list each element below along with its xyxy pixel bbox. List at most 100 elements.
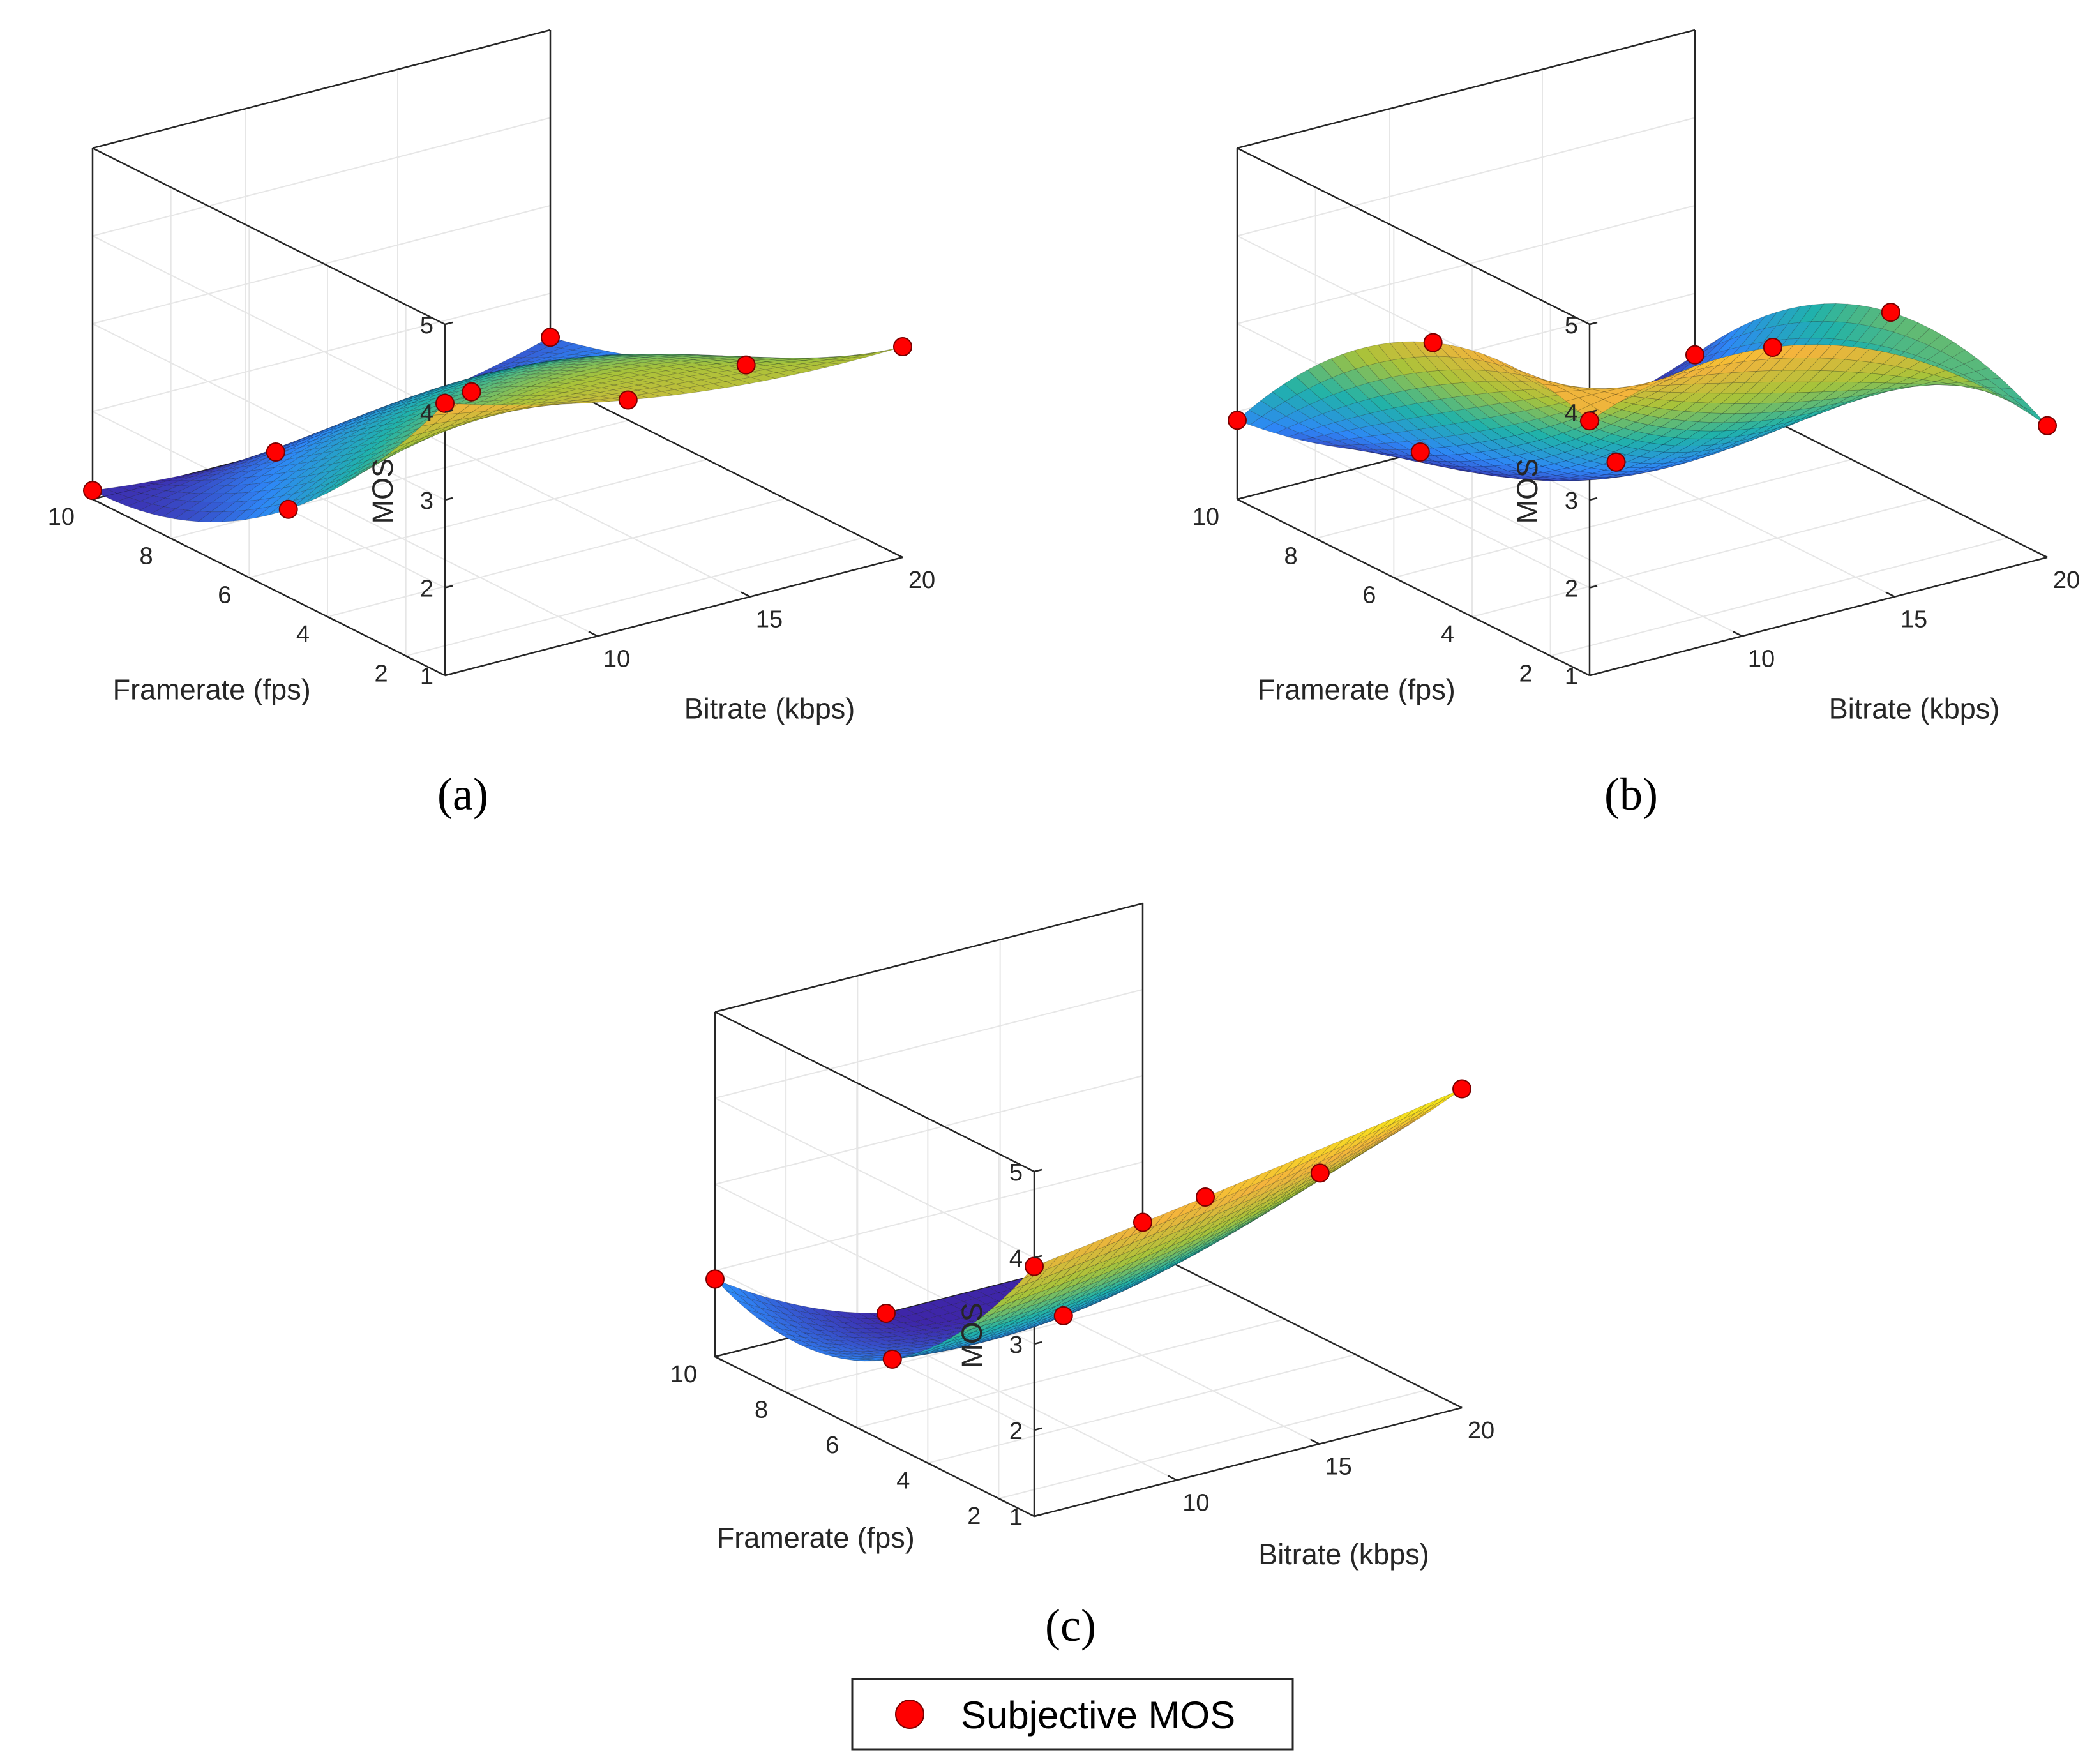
surface-patch bbox=[1875, 389, 1900, 395]
mos-marker bbox=[1053, 1306, 1073, 1325]
mos-marker bbox=[877, 1304, 896, 1323]
axis-edge bbox=[1142, 1247, 1463, 1409]
z-tick bbox=[1589, 497, 1598, 501]
surface-patch bbox=[1606, 474, 1631, 478]
surface-patch bbox=[696, 354, 721, 356]
grid-line bbox=[1550, 537, 2008, 657]
grid-line bbox=[928, 1353, 1356, 1464]
surface-patch bbox=[315, 425, 340, 435]
surface-patch bbox=[1643, 467, 1668, 474]
grid-line bbox=[1389, 459, 1743, 637]
surface-patch bbox=[605, 366, 630, 372]
surface-patch bbox=[325, 427, 350, 438]
axis-box bbox=[714, 902, 1463, 1518]
surface-patch bbox=[630, 362, 656, 367]
surface-patch bbox=[534, 364, 560, 369]
mos-marker bbox=[1410, 442, 1430, 462]
surface-patch bbox=[514, 399, 539, 404]
y-tick bbox=[714, 1355, 725, 1362]
surface-patch bbox=[529, 386, 554, 392]
surface-patch bbox=[186, 511, 212, 522]
surface-patch bbox=[1764, 425, 1789, 435]
surface-patch bbox=[561, 358, 586, 361]
y-tick-label: 10 bbox=[48, 504, 75, 531]
z-tick bbox=[1034, 1513, 1042, 1518]
surface-patch bbox=[389, 396, 415, 405]
surface-patch bbox=[357, 435, 382, 447]
surface-patch bbox=[584, 349, 610, 354]
surface-patch bbox=[1359, 435, 1386, 444]
surface-patch bbox=[214, 472, 240, 480]
mos-marker bbox=[462, 382, 481, 402]
y-axis-label: Framerate (fps) bbox=[717, 1521, 915, 1554]
surface-patch bbox=[1381, 407, 1408, 422]
axis-edge bbox=[1237, 498, 1590, 677]
surface-patch bbox=[318, 467, 343, 481]
surface-patch bbox=[633, 355, 658, 358]
y-tick bbox=[1237, 498, 1247, 505]
y-tick-label: 4 bbox=[1441, 621, 1454, 648]
surface-patch bbox=[1463, 381, 1489, 395]
z-tick bbox=[1034, 1427, 1042, 1431]
surface-patch bbox=[935, 1325, 959, 1331]
surface-patch bbox=[1692, 359, 1717, 372]
mos-marker bbox=[705, 1269, 725, 1289]
z-tick-label: 1 bbox=[420, 663, 433, 690]
grid-line bbox=[714, 1097, 1035, 1258]
surface-patch bbox=[1480, 458, 1508, 467]
surface-patch bbox=[393, 423, 419, 434]
surface-patch bbox=[329, 469, 354, 484]
surface-patch bbox=[1261, 422, 1288, 434]
surface-patch bbox=[1427, 384, 1454, 400]
y-tick-label: 8 bbox=[140, 543, 153, 569]
surface-patch bbox=[621, 356, 645, 359]
surface-patch bbox=[527, 391, 553, 396]
surface-patch bbox=[437, 382, 463, 391]
legend-marker bbox=[895, 1700, 924, 1729]
surface-patch bbox=[523, 351, 549, 358]
surface-patch bbox=[1385, 449, 1411, 456]
surface-patch bbox=[356, 441, 382, 453]
surface-patch bbox=[638, 382, 663, 389]
surface-patch bbox=[1649, 435, 1676, 445]
surface-patch bbox=[1438, 369, 1464, 384]
surface-patch bbox=[192, 470, 217, 477]
surface-patch bbox=[380, 436, 405, 448]
surface-patch bbox=[1682, 392, 1709, 403]
surface-patch bbox=[1350, 448, 1376, 453]
grid-line bbox=[856, 1318, 1285, 1429]
surface-patch bbox=[1387, 453, 1411, 460]
surface-patch bbox=[1716, 444, 1742, 454]
z-tick-label: 3 bbox=[420, 488, 433, 515]
y-tick bbox=[327, 615, 337, 622]
y-tick-label: 2 bbox=[375, 660, 388, 687]
surface-patch bbox=[852, 354, 878, 358]
surface-patch bbox=[1491, 448, 1518, 458]
surface-patch bbox=[340, 469, 365, 484]
z-tick bbox=[1034, 1168, 1042, 1173]
grid-line bbox=[1471, 498, 1930, 617]
surface-patch bbox=[1417, 414, 1443, 428]
surface-patch bbox=[544, 370, 569, 375]
grid-line bbox=[405, 537, 864, 657]
surface-patch bbox=[216, 463, 242, 471]
surface-patch bbox=[312, 439, 336, 450]
surface-patch bbox=[289, 440, 314, 450]
axis-edge bbox=[550, 380, 903, 559]
mos-marker bbox=[1580, 411, 1599, 431]
surface-patch bbox=[1787, 304, 1813, 324]
surface-patch bbox=[1798, 320, 1824, 339]
y-tick bbox=[405, 655, 416, 661]
surface-patch bbox=[587, 392, 613, 397]
z-tick bbox=[1034, 1341, 1042, 1345]
mos-marker bbox=[435, 393, 455, 413]
z-tick-label: 5 bbox=[420, 312, 433, 339]
mos-marker bbox=[1606, 452, 1626, 472]
surface-patch bbox=[334, 440, 359, 451]
surface-patch bbox=[1747, 403, 1773, 414]
surface-patch bbox=[1404, 388, 1430, 404]
chart-panel-1: 1 2 3 4 5 2 4 6 8 10 10 15 20 MOS Framerate (fps) Bitra… bbox=[48, 29, 935, 820]
surface-patch bbox=[1426, 370, 1452, 386]
surface-patch bbox=[1361, 443, 1387, 450]
